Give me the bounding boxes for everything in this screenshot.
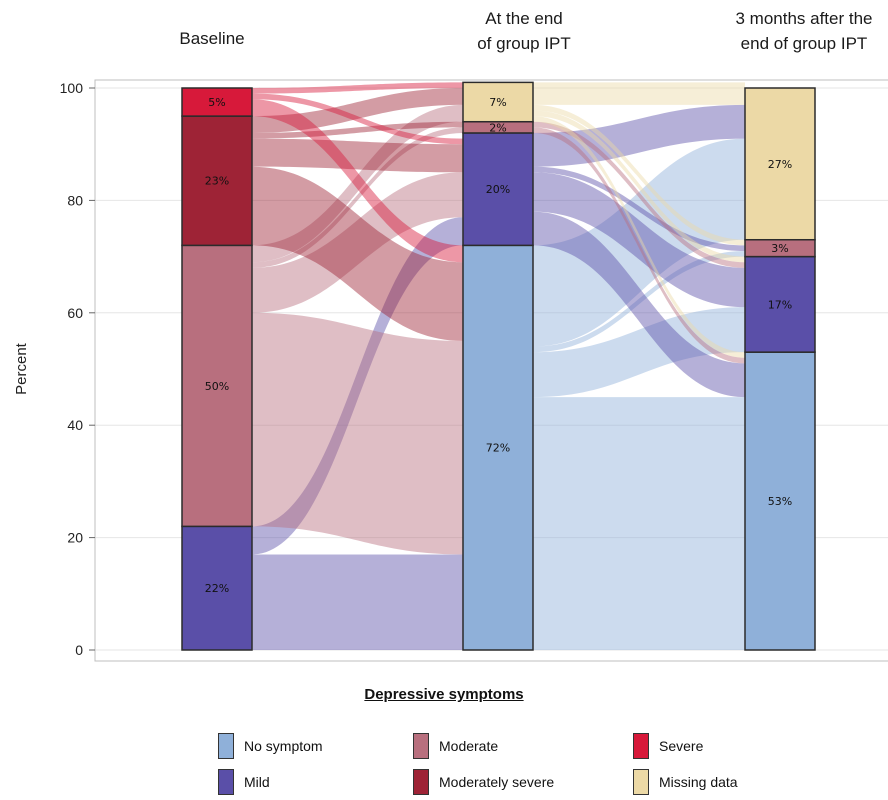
y-tick-label-20: 20 — [67, 530, 83, 546]
y-tick-label-80: 80 — [67, 192, 83, 208]
bar-label-1-severe: 5% — [208, 96, 225, 109]
alluvial-chart: 22% 50% 23% 5% 72% 20% 2% 7% 53% 17% 3% 27% 0 20 40 60… — [13, 9, 888, 662]
flow-moderate-to-mild-stage2 — [533, 121, 745, 268]
plot-frame — [94, 79, 888, 662]
flow-missing-to-missing-stage2 — [533, 82, 745, 105]
legend-label-moderately-severe: Moderately severe — [439, 774, 555, 790]
flow-moderately-severe-to-mild-stage1 — [252, 138, 463, 173]
flow-moderate-to-mild-stage1 — [252, 172, 463, 313]
bar-label-3-moderate: 3% — [771, 242, 788, 255]
flow-mild-to-no-symptom-stage1 — [252, 554, 463, 650]
bar-segment-1-moderately-severe — [181, 115, 253, 247]
flow-mild-to-mild-stage1 — [252, 217, 463, 555]
legend-item-missing: Missing data — [633, 766, 738, 798]
bar-label-2-mild: 20% — [486, 183, 510, 196]
flow-mild-to-no-symptom-stage2 — [533, 211, 745, 398]
flow-moderate-to-missing-stage1 — [252, 104, 463, 263]
flow-missing-to-no-symptom-stage2 — [533, 116, 745, 358]
bar-segment-2-missing — [462, 81, 534, 123]
legend-title: Depressive symptoms — [364, 686, 524, 703]
legend-swatch-no-symptom — [218, 733, 234, 759]
legend-item-no-symptom: No symptom — [218, 730, 323, 762]
bar-segment-1-mild — [181, 525, 253, 651]
flow-moderate-to-no-symptom-stage1 — [252, 312, 463, 555]
legend-item-moderate: Moderate — [413, 730, 498, 762]
bar-label-3-missing: 27% — [768, 158, 792, 171]
flow-mild-to-missing-stage2 — [533, 104, 745, 167]
flow-moderately-severe-to-no-symptom-stage1 — [252, 166, 463, 341]
legend-swatch-missing — [633, 769, 649, 795]
flow-no-symptom-to-moderate-stage2 — [533, 250, 745, 353]
time-point-title-2: At the end of group IPT — [477, 9, 571, 53]
bar-segment-3-missing — [744, 87, 816, 241]
bar-segment-3-mild — [744, 255, 816, 353]
y-tick-label-0: 0 — [75, 642, 83, 658]
legend-label-severe: Severe — [659, 738, 704, 754]
legend-swatch-severe — [633, 733, 649, 759]
legend-swatch-moderately-severe — [413, 769, 429, 795]
y-axis-label: Percent — [13, 342, 30, 395]
flow-moderate-to-no-symptom-stage2 — [533, 127, 745, 364]
flow-no-symptom-to-no-symptom-stage2 — [533, 397, 745, 650]
legend-label-mild: Mild — [244, 774, 270, 790]
legend-item-moderately-severe: Moderately severe — [413, 766, 554, 798]
legend-swatch-mild — [218, 769, 234, 795]
flow-no-symptom-to-missing-stage2 — [533, 138, 745, 347]
bar-segment-1-moderate — [181, 244, 253, 528]
bar-label-1-moderately-severe: 23% — [205, 175, 229, 188]
bar-label-3-mild: 17% — [768, 298, 792, 311]
flow-severe-to-no-symptom-stage1 — [252, 99, 463, 263]
flow-bands — [252, 82, 745, 650]
y-tick-label-60: 60 — [67, 305, 83, 321]
flow-missing-to-moderate-stage2 — [533, 104, 745, 246]
bar-label-2-moderate: 2% — [489, 121, 506, 134]
legend-swatch-moderate — [413, 733, 429, 759]
flow-missing-to-mild-stage2 — [533, 110, 745, 263]
legend-label-no-symptom: No symptom — [244, 738, 323, 754]
bar-segment-2-no-symptom — [462, 244, 534, 651]
time-point-title-1: Baseline — [179, 29, 244, 48]
stacked-bars: 22% 50% 23% 5% 72% 20% 2% 7% 53% 17% 3% 27% — [181, 81, 816, 651]
flow-moderate-to-moderate-stage1 — [252, 127, 463, 268]
flow-severe-to-mild-stage1 — [252, 93, 463, 145]
flow-moderately-severe-to-missing-stage1 — [252, 88, 463, 133]
bar-label-1-moderate: 50% — [205, 380, 229, 393]
legend-label-missing: Missing data — [659, 774, 738, 790]
bar-label-3-no-symptom: 53% — [768, 495, 792, 508]
bar-label-1-mild: 22% — [205, 582, 229, 595]
legend-item-mild: Mild — [218, 766, 270, 798]
bar-segment-1-severe — [181, 87, 253, 117]
y-axis: 0 20 40 60 80 100 Percent — [13, 80, 95, 658]
time-point-titles: Baseline At the end of group IPT 3 months a… — [179, 9, 872, 53]
flow-moderately-severe-to-moderate-stage1 — [252, 121, 463, 139]
bar-segment-2-mild — [462, 132, 534, 247]
bar-label-2-missing: 7% — [489, 96, 506, 109]
y-tick-label-100: 100 — [60, 80, 84, 96]
flow-no-symptom-to-mild-stage2 — [533, 307, 745, 398]
flow-severe-to-missing-stage1 — [252, 82, 463, 94]
bar-label-2-no-symptom: 72% — [486, 442, 510, 455]
legend-item-severe: Severe — [633, 730, 703, 762]
flow-mild-to-moderate-stage2 — [533, 166, 745, 251]
flow-mild-to-mild-stage2 — [533, 172, 745, 308]
time-point-title-3: 3 months after the end of group IPT — [735, 9, 872, 53]
bar-segment-3-no-symptom — [744, 351, 816, 651]
y-tick-label-40: 40 — [67, 417, 83, 433]
legend: No symptom Moderate Severe Mild Moderately s… — [218, 730, 778, 800]
legend-label-moderate: Moderate — [439, 738, 499, 754]
